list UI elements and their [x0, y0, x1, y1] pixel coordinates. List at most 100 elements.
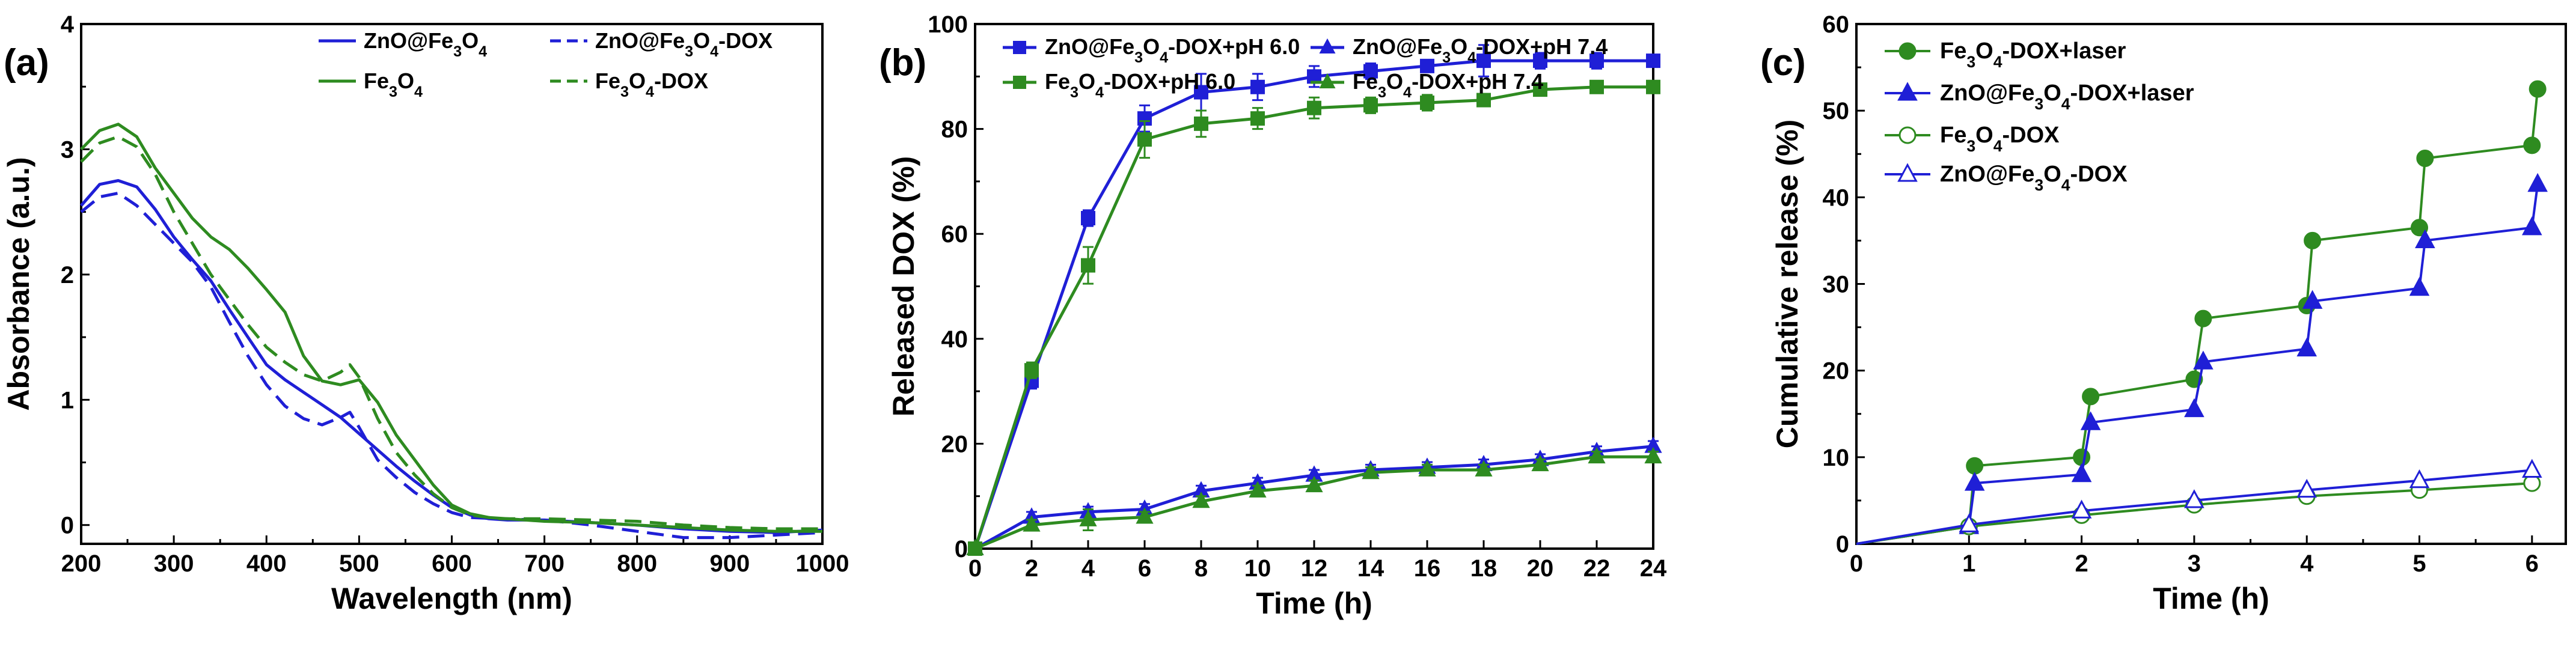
- data-point: [2522, 216, 2542, 236]
- data-point: [1249, 481, 1267, 498]
- legend-marker: [1319, 73, 1336, 88]
- x-tick-label: 0: [968, 555, 982, 582]
- x-tick-label: 6: [1138, 555, 1151, 582]
- y-tick-label: 60: [941, 221, 968, 248]
- data-point: [2522, 458, 2542, 478]
- data-point: [1644, 446, 1662, 464]
- legend-label: Fe3O4-DOX: [595, 69, 708, 100]
- y-tick-label: 0: [955, 536, 968, 562]
- legend-marker: [1013, 41, 1026, 54]
- y-tick-label: 4: [61, 11, 75, 38]
- x-tick-label: 800: [617, 550, 657, 577]
- y-tick-label: 2: [61, 262, 74, 288]
- data-point: [966, 538, 984, 555]
- x-tick-label: 22: [1583, 555, 1611, 582]
- y-tick-label: 100: [928, 11, 968, 38]
- data-point: [2527, 172, 2548, 192]
- legend-label: ZnO@Fe3O4-DOX: [595, 28, 772, 60]
- legend-marker: [1898, 126, 1917, 144]
- data-point: [1959, 513, 1980, 532]
- x-tick-label: 3: [2188, 550, 2201, 577]
- data-point: [1531, 454, 1549, 472]
- legend-label: Fe3O4-DOX+laser: [1940, 38, 2126, 71]
- x-tick-label: 300: [154, 550, 194, 577]
- series-line-ZnO@Fe3O4-DOX: [80, 191, 823, 540]
- x-tick-label: 20: [1527, 555, 1554, 582]
- x-tick-label: 5: [2412, 550, 2426, 577]
- data-point: [2296, 478, 2317, 498]
- x-tick-label: 8: [1195, 555, 1208, 582]
- x-tick-label: 6: [2526, 550, 2539, 577]
- data-point: [2071, 463, 2092, 483]
- data-point: [2416, 149, 2434, 167]
- data-point: [1137, 132, 1152, 147]
- data-point: [1305, 475, 1323, 493]
- data-point: [1192, 492, 1210, 508]
- data-point: [2304, 231, 2322, 249]
- data-point: [1024, 363, 1039, 378]
- y-axis-label: Cumulative release (%): [1770, 120, 1804, 448]
- data-point: [1420, 58, 1434, 73]
- data-point: [2302, 290, 2323, 309]
- data-point: [2296, 337, 2317, 357]
- data-point: [1194, 116, 1208, 131]
- data-point: [2193, 350, 2213, 370]
- x-tick-label: 1: [1962, 550, 1975, 577]
- x-axis-label: Wavelength (nm): [331, 582, 572, 615]
- legend-marker: [1897, 163, 1918, 182]
- x-tick-label: 200: [61, 550, 102, 577]
- panel-label: (b): [879, 42, 926, 84]
- x-axis-label: Time (h): [2153, 582, 2269, 615]
- data-point: [1194, 85, 1208, 100]
- data-point: [2184, 398, 2204, 418]
- x-tick-label: 12: [1301, 555, 1328, 582]
- x-axis-label: Time (h): [1256, 586, 1372, 620]
- x-tick-label: 24: [1640, 555, 1667, 582]
- data-point: [2194, 309, 2212, 328]
- legend-marker: [1013, 76, 1026, 89]
- legend-label: Fe3O4-DOX+pH 7.4: [1353, 69, 1543, 101]
- data-point: [1023, 515, 1041, 532]
- data-point: [1966, 457, 1984, 475]
- y-tick-label: 10: [1823, 445, 1850, 471]
- data-point: [1079, 510, 1097, 526]
- data-point: [1588, 446, 1606, 464]
- y-tick-label: 60: [1823, 11, 1850, 38]
- data-point: [1363, 64, 1378, 79]
- legend-label: Fe3O4-DOX: [1940, 123, 2060, 155]
- x-tick-label: 4: [1081, 555, 1095, 582]
- data-point: [1964, 472, 1985, 491]
- y-tick-label: 20: [1823, 358, 1850, 385]
- legend-label: Fe3O4: [364, 69, 423, 100]
- y-tick-label: 20: [941, 431, 968, 457]
- data-point: [2523, 136, 2541, 154]
- x-tick-label: 700: [524, 550, 564, 577]
- data-point: [2073, 448, 2091, 466]
- data-point: [2184, 489, 2204, 508]
- data-point: [1476, 93, 1491, 108]
- data-point: [1250, 79, 1265, 94]
- data-point: [1589, 79, 1604, 94]
- y-tick-label: 3: [61, 136, 74, 163]
- data-point: [1250, 111, 1265, 126]
- legend-marker: [1319, 38, 1336, 53]
- data-point: [1081, 258, 1095, 273]
- x-tick-label: 2: [1025, 555, 1038, 582]
- x-tick-label: 400: [246, 550, 287, 577]
- data-point: [2082, 388, 2100, 406]
- y-tick-label: 1: [61, 387, 74, 413]
- data-point: [2409, 276, 2430, 296]
- legend-label: ZnO@Fe3O4-DOX+pH 6.0: [1045, 34, 1300, 66]
- x-tick-label: 0: [1850, 550, 1863, 577]
- x-tick-label: 2: [2075, 550, 2088, 577]
- series-line-Fe3O4: [80, 123, 822, 533]
- data-point: [1363, 98, 1378, 113]
- data-point: [2411, 219, 2429, 237]
- x-tick-label: 10: [1244, 555, 1271, 582]
- data-point: [2409, 469, 2430, 489]
- x-tick-label: 18: [1470, 555, 1498, 582]
- x-tick-label: 600: [432, 550, 472, 577]
